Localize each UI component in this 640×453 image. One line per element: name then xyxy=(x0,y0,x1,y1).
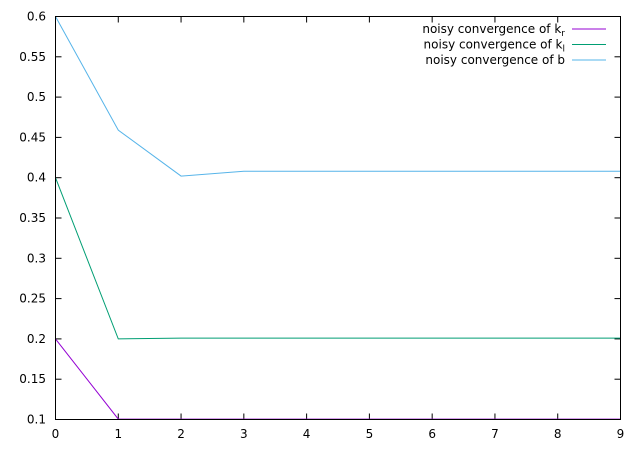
x-tick-label: 0 xyxy=(52,427,60,441)
x-tick-label: 7 xyxy=(491,427,499,441)
x-tick-label: 2 xyxy=(177,427,185,441)
plot-frame xyxy=(55,16,621,420)
y-tick-label: 0.1 xyxy=(27,413,46,427)
series-line-3 xyxy=(55,16,621,177)
y-tick-label: 0.35 xyxy=(19,211,46,225)
y-tick-label: 0.55 xyxy=(19,50,46,64)
legend-label-2: noisy convergence of kl xyxy=(424,38,565,55)
plot-series xyxy=(55,16,621,420)
y-tick-label: 0.5 xyxy=(27,90,46,104)
x-tick-label: 6 xyxy=(428,427,436,441)
series-line-1 xyxy=(55,338,621,420)
x-tick-label: 5 xyxy=(366,427,374,441)
x-axis: 0 1 2 3 4 5 6 7 8 9 xyxy=(52,16,625,441)
x-tick-label: 8 xyxy=(554,427,562,441)
y-tick-label: 0.2 xyxy=(27,332,46,346)
legend-label-1: noisy convergence of kr xyxy=(422,22,565,39)
x-tick-label: 9 xyxy=(617,427,625,441)
x-tick-label: 4 xyxy=(303,427,311,441)
y-axis: 0.1 0.15 0.2 0.25 0.3 0.35 0.4 0.45 0.5 0.55 0.6 xyxy=(19,10,621,427)
y-tick-label: 0.45 xyxy=(19,130,46,144)
y-tick-label: 0.15 xyxy=(19,372,46,386)
legend-label-3: noisy convergence of b xyxy=(425,53,565,67)
y-tick-label: 0.6 xyxy=(27,10,46,24)
x-tick-label: 3 xyxy=(240,427,248,441)
series-line-2 xyxy=(55,177,621,340)
x-tick-label: 1 xyxy=(114,427,122,441)
y-tick-label: 0.25 xyxy=(19,292,46,306)
y-tick-label: 0.4 xyxy=(27,171,46,185)
y-tick-label: 0.3 xyxy=(27,251,46,265)
